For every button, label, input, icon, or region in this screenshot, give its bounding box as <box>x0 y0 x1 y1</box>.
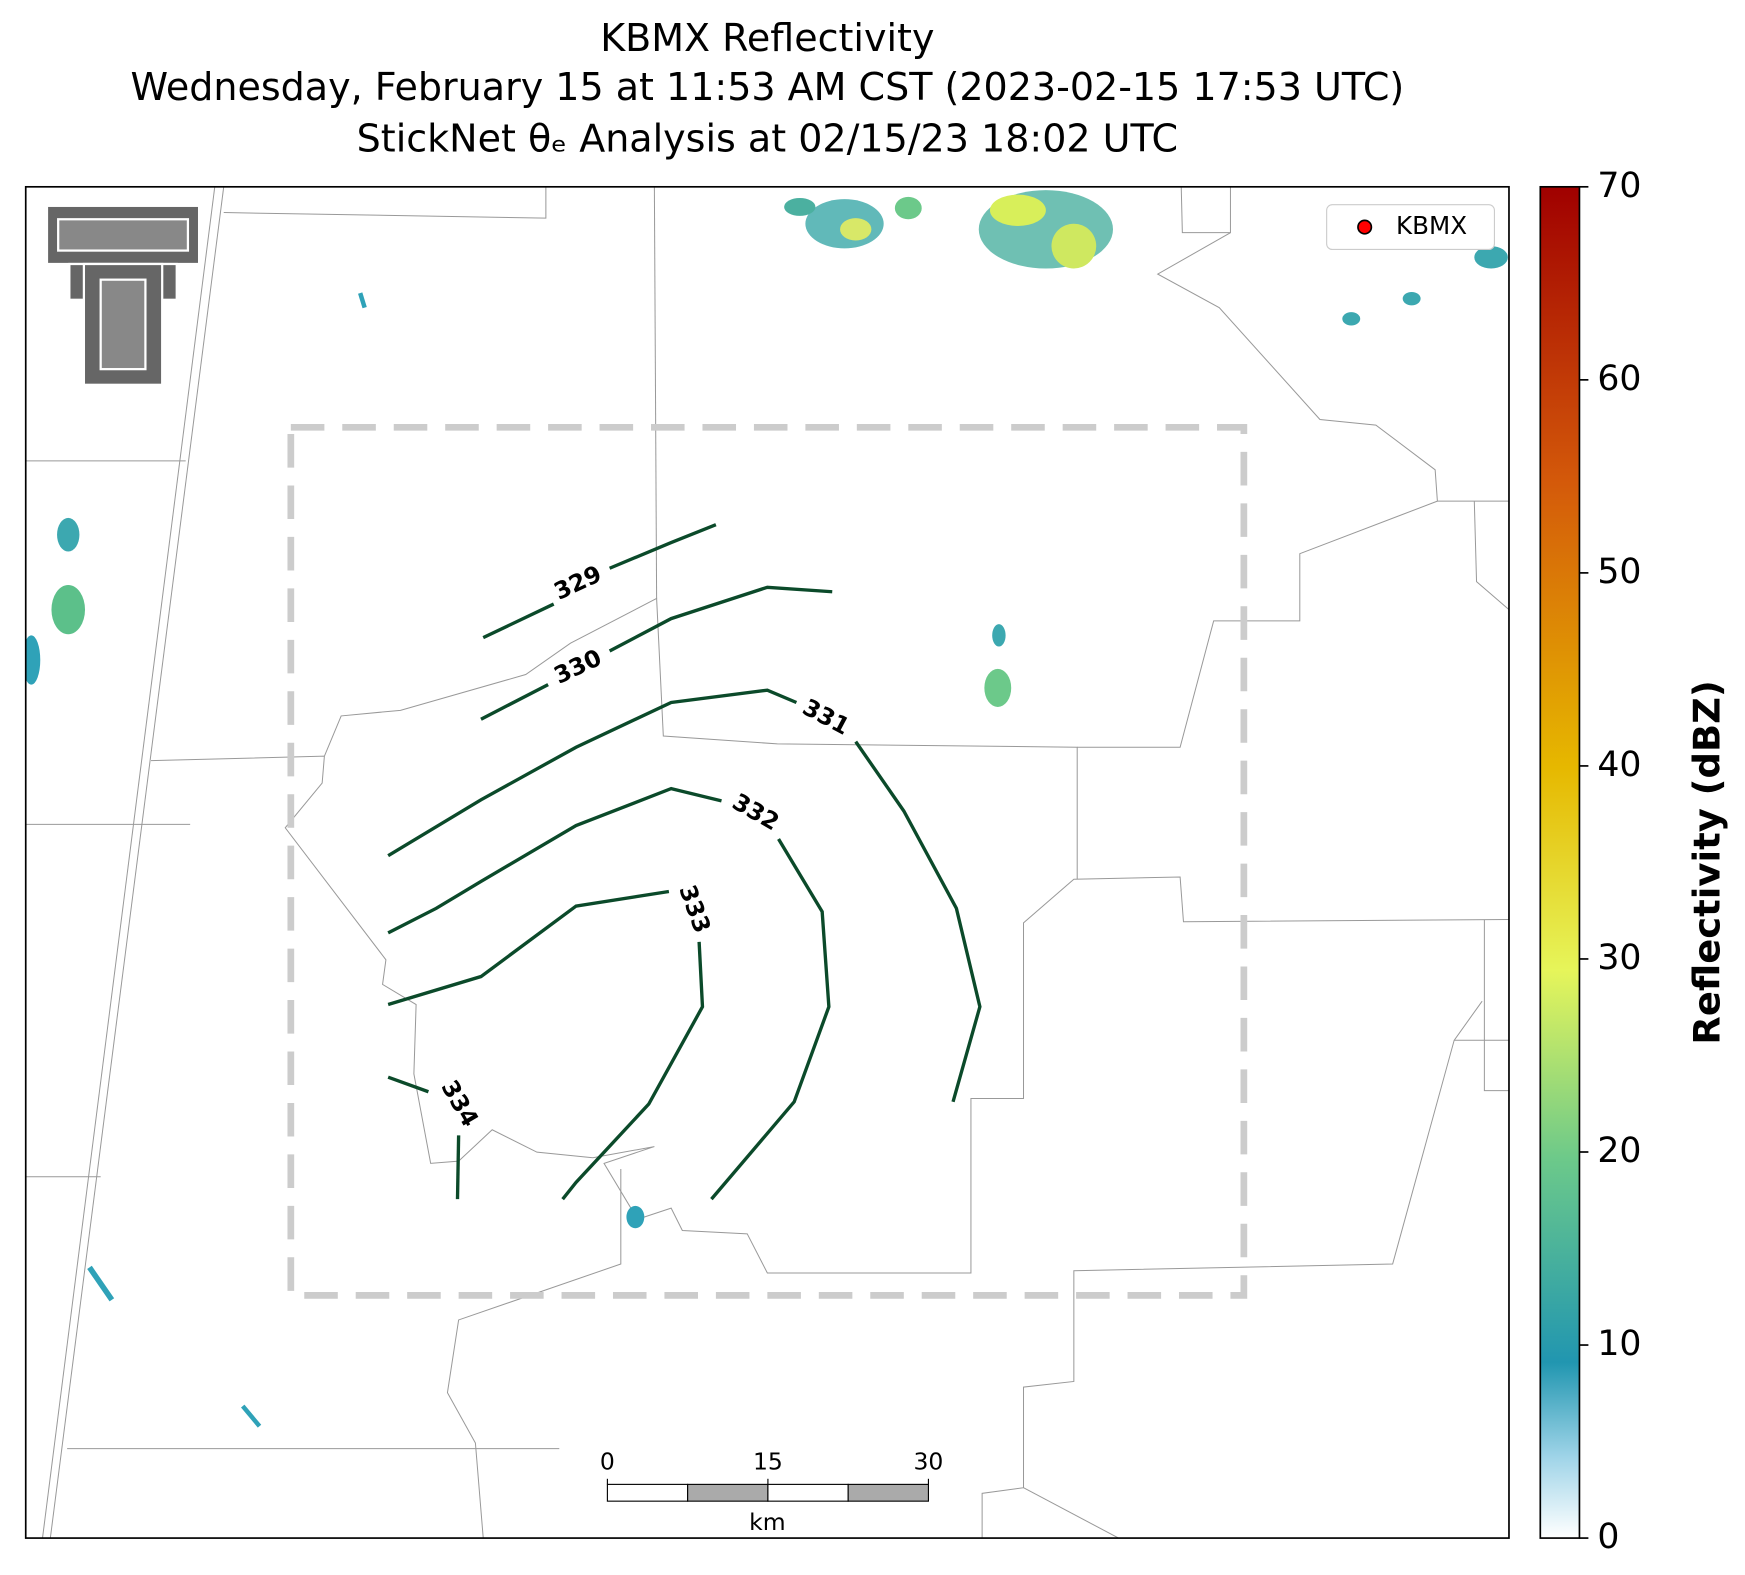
colorbar: Reflectivity (dBZ) 0 10 20 30 40 50 60 70 <box>1539 166 1729 1557</box>
legend-marker <box>1357 219 1373 235</box>
subtitle: StickNet θₑ Analysis at 02/15/23 18:02 U… <box>357 116 1178 160</box>
colorbar-tick-label: 30 <box>1597 938 1641 978</box>
colorbar-ramp <box>1539 185 1581 1539</box>
colorbar-tick-label: 20 <box>1597 1131 1641 1171</box>
scale-bar-segment <box>847 1483 929 1502</box>
contour-line <box>608 523 717 570</box>
logo <box>45 204 201 386</box>
contour-line <box>387 688 798 858</box>
contour-line <box>387 786 722 935</box>
contour-line <box>482 602 555 640</box>
scale-bar: km 0 15 30 <box>600 1448 943 1536</box>
county-borders <box>25 186 1509 1539</box>
scale-bar-label: 15 <box>753 1448 783 1476</box>
legend: KBMX <box>1326 204 1495 251</box>
contour-line <box>608 585 833 653</box>
scale-bar-segment <box>687 1483 769 1502</box>
legend-box <box>1326 204 1495 251</box>
scale-bar-segment <box>767 1483 849 1502</box>
colorbar-tick-label: 50 <box>1597 552 1641 592</box>
contour-line <box>387 889 670 1007</box>
colorbar-tick-label: 60 <box>1597 359 1641 399</box>
scale-bar-segment <box>606 1483 689 1502</box>
scale-bar-label: 30 <box>913 1448 943 1476</box>
map-background <box>25 186 1509 1539</box>
analysis-domain-box <box>287 423 1248 1299</box>
contour-line <box>480 683 549 721</box>
colorbar-label: Reflectivity (dBZ) <box>1686 680 1729 1044</box>
contour-line <box>561 941 705 1201</box>
map-frame <box>24 185 1510 1539</box>
contour-line <box>387 1075 429 1094</box>
colorbar-tick-label: 10 <box>1597 1324 1641 1364</box>
colorbar-tick-label: 0 <box>1597 1517 1619 1557</box>
reflectivity-echoes <box>25 190 1508 1428</box>
title-block: KBMX Reflectivity Wednesday, February 15… <box>130 16 1404 161</box>
contour-line <box>455 1135 461 1200</box>
subtitle: Wednesday, February 15 at 11:53 AM CST (… <box>130 65 1404 109</box>
scale-bar-label: 0 <box>600 1448 615 1476</box>
scale-bar-unit: km <box>749 1508 785 1536</box>
colorbar-tick-label: 40 <box>1597 745 1641 785</box>
title: KBMX Reflectivity <box>600 16 934 60</box>
colorbar-tick-label: 70 <box>1597 166 1641 206</box>
contour-line <box>854 740 982 1103</box>
legend-label: KBMX <box>1396 211 1467 240</box>
contour-line <box>710 838 831 1201</box>
